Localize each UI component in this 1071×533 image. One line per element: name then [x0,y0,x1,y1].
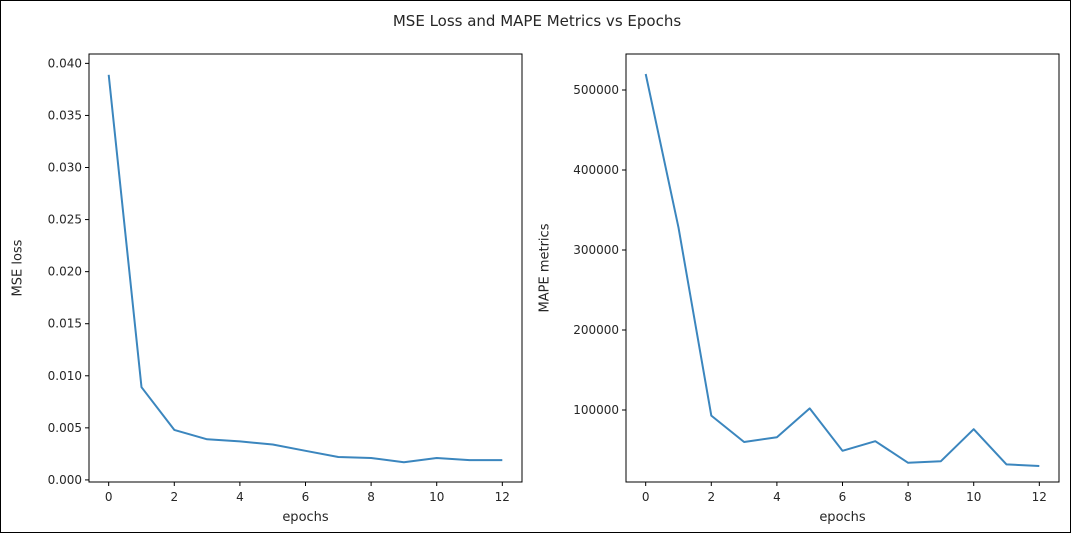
mape-y-tick-label: 500000 [573,83,619,97]
mse-y-tick-label: 0.015 [48,317,82,331]
mse-x-tick-label: 10 [429,490,444,504]
mse-y-tick-label: 0.000 [48,473,82,487]
mse-loss-chart: 0 2 4 6 8 10 12 0.000 0.005 0.010 0.015 0.020 0.025 0… [11,53,523,525]
mse-x-tick-label: 8 [367,490,375,504]
mape-y-tick-label: 200000 [573,323,619,337]
mape-x-tick-label: 8 [904,490,912,504]
mse-y-tick-label: 0.030 [48,161,82,175]
mse-x-tick-label: 2 [170,490,178,504]
mse-y-tick-label: 0.025 [48,213,82,227]
mape-x-tick-label: 6 [839,490,847,504]
mape-x-tick-label: 12 [1032,490,1047,504]
mape-y-tick-label: 400000 [573,163,619,177]
mape-y-tick-label: 300000 [573,243,619,257]
mape-x-tick-label: 10 [966,490,981,504]
mape-y-tick-label: 100000 [573,403,619,417]
mape-metrics-chart: 0 2 4 6 8 10 12 100000 200000 300000 400000 500000 e… [538,53,1060,525]
mape-y-axis-label: MAPE metrics [538,223,553,312]
mse-y-axis-label: MSE loss [11,239,26,296]
mse-series-line [107,74,503,464]
mse-x-tick-label: 0 [105,490,113,504]
mape-series-line [644,73,1040,467]
mse-x-axis-label: epochs [282,510,329,525]
mse-y-tick-label: 0.010 [48,369,82,383]
mape-x-tick-label: 4 [773,490,781,504]
mse-x-tick-label: 6 [302,490,310,504]
mse-y-tick-label: 0.035 [48,108,82,122]
mape-x-axis-label: epochs [819,510,866,525]
mse-y-tick-label: 0.040 [48,56,82,70]
mape-x-tick-label: 2 [707,490,715,504]
mse-plot-area [88,53,523,483]
figure-title: MSE Loss and MAPE Metrics vs Epochs [393,12,681,30]
mse-y-tick-label: 0.005 [48,421,82,435]
mse-y-tick-label: 0.020 [48,265,82,279]
mse-x-tick-label: 12 [495,490,510,504]
mse-x-tick-label: 4 [236,490,244,504]
mape-plot-area [625,53,1060,483]
mape-x-tick-label: 0 [642,490,650,504]
